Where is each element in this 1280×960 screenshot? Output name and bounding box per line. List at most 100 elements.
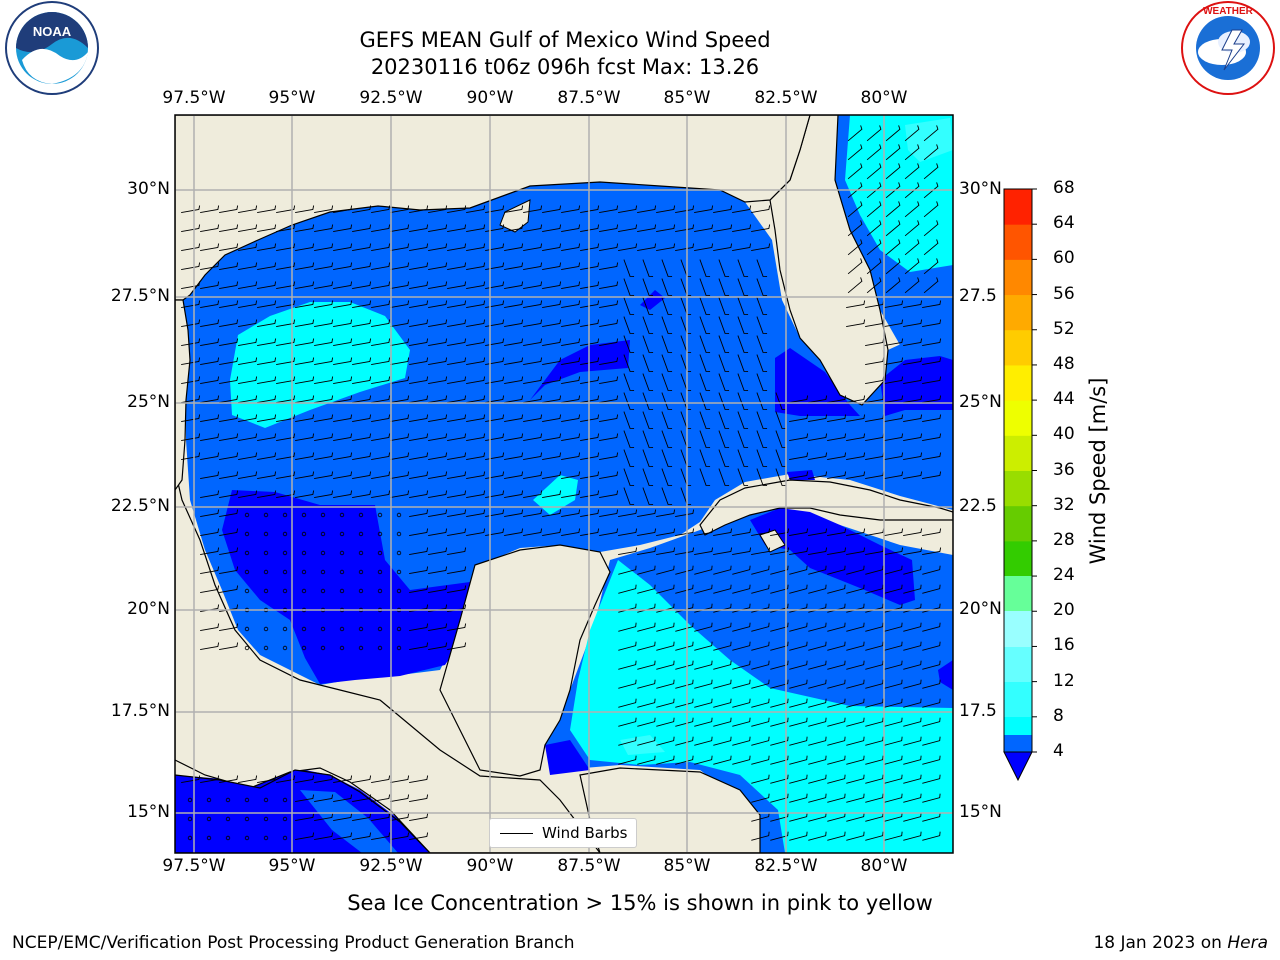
wind-barb (846, 565, 865, 575)
wind-barb (618, 224, 638, 233)
wind-barb (295, 794, 315, 803)
wind-barb (523, 281, 543, 290)
wind-barb (789, 547, 809, 556)
wind-barb (542, 205, 562, 214)
wind-barb (238, 433, 258, 442)
wind-barb (661, 278, 673, 296)
wind-barb (903, 452, 923, 461)
wind-barb (314, 376, 334, 385)
wind-barb-calm (339, 531, 345, 537)
wind-barb (751, 547, 771, 556)
wind-barb (808, 812, 827, 822)
wind-barb (523, 528, 543, 537)
wind-barb (847, 239, 863, 256)
wind-barb-calm (339, 588, 345, 594)
lon-tick-label-top: 90°W (466, 88, 514, 108)
wind-barb (718, 411, 730, 429)
wind-barb (737, 316, 749, 334)
wind-barb (599, 262, 619, 271)
wind-barb (466, 433, 486, 442)
wind-barb (276, 357, 296, 366)
wind-barb-calm (377, 569, 383, 575)
map-frame (174, 114, 954, 854)
wind-barb (428, 471, 448, 480)
wind-barb (200, 642, 220, 651)
wind-barb-calm (358, 626, 364, 632)
wind-barb-calm (377, 512, 383, 518)
wind-barb (903, 319, 923, 328)
wind-barb (295, 281, 315, 290)
wind-barb (561, 433, 581, 442)
wind-barb (675, 736, 694, 746)
wind-barb (732, 224, 752, 233)
wind-barb (922, 793, 941, 803)
wind-barb (181, 281, 201, 290)
lat-tick-label-left: 27.5°N (110, 286, 170, 306)
wind-barb (580, 357, 600, 366)
wind-barb (637, 584, 656, 594)
wind-barb (623, 411, 635, 429)
wind-barb (637, 547, 657, 556)
wind-barb (523, 319, 543, 328)
wind-barb (732, 603, 751, 613)
wind-barb (390, 775, 410, 784)
wind-barb (884, 338, 904, 347)
wind-barb (770, 755, 789, 765)
wind-barb (884, 357, 904, 366)
wind-barb (219, 395, 239, 404)
wind-barb (827, 395, 847, 404)
wind-barb (523, 471, 543, 480)
wind-barb (295, 300, 315, 309)
wind-barb (200, 243, 220, 252)
wind-barb-calm (282, 550, 288, 556)
wind-barb (885, 201, 901, 218)
wind-barb (257, 224, 277, 233)
wind-barb (523, 224, 543, 233)
wind-barb (903, 414, 923, 423)
wind-barb (661, 430, 673, 448)
lon-tick-label-top: 92.5°W (359, 88, 423, 108)
wind-barb (599, 300, 619, 309)
wind-barb-calm (320, 531, 326, 537)
wind-barb (846, 736, 865, 746)
wind-barb (699, 468, 711, 486)
wind-barb (485, 224, 505, 233)
wind-barb (675, 509, 695, 518)
wind-barb (599, 205, 619, 214)
wind-barb (371, 471, 391, 480)
wind-barb (200, 376, 220, 385)
wind-barb (922, 300, 942, 309)
wind-barb (447, 585, 467, 594)
wind-barb (580, 376, 600, 385)
wind-barb (846, 641, 865, 651)
wind-barb (238, 300, 258, 309)
wind-barb (718, 335, 730, 353)
wind-barb (789, 698, 808, 708)
wind-barb-calm (244, 797, 250, 803)
wind-barb (447, 433, 467, 442)
wind-barb (642, 411, 654, 429)
wind-barb (523, 509, 543, 518)
wind-barb (580, 338, 600, 347)
wind-barb (922, 774, 941, 784)
wind-barb-calm (244, 626, 250, 632)
wind-barb (219, 775, 239, 784)
wind-barb (580, 281, 600, 290)
lon-tick-label-bottom: 87.5°W (557, 856, 621, 876)
wind-barb (770, 679, 789, 689)
colorbar-segment (1004, 294, 1032, 331)
wind-barb (580, 262, 600, 271)
wind-barb (466, 224, 486, 233)
wind-barb (276, 471, 296, 480)
wind-barb (219, 262, 239, 271)
wind-barb (713, 755, 732, 765)
wind-barb (219, 224, 239, 233)
wind-barb (694, 660, 713, 670)
wind-barb (751, 793, 770, 803)
wind-barb (390, 414, 410, 423)
wind-barb (352, 813, 372, 822)
footer-credit: NCEP/EMC/Verification Post Processing Pr… (12, 933, 575, 953)
wind-barb (884, 452, 904, 461)
wind-barb (699, 354, 711, 372)
wind-barb (371, 262, 391, 271)
